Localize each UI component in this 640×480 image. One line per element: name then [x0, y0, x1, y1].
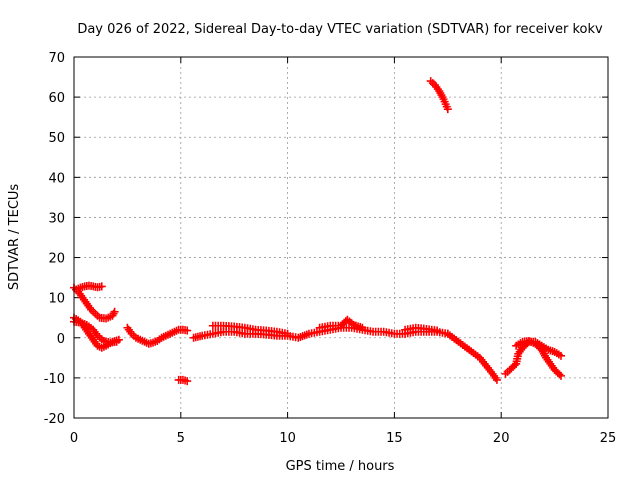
data-point — [443, 105, 452, 114]
series-arc-n — [512, 336, 566, 380]
y-tick-label: 0 — [57, 332, 65, 347]
data-point — [358, 323, 367, 332]
x-tick-label: 15 — [386, 431, 403, 446]
x-tick-label: 20 — [493, 431, 510, 446]
series-arc-j — [401, 323, 442, 335]
y-tick-label: 60 — [48, 91, 65, 106]
x-tick-label: 5 — [177, 431, 185, 446]
series-arc-i — [315, 315, 367, 332]
series-arc-h — [208, 321, 292, 338]
x-axis-label: GPS time / hours — [286, 459, 395, 474]
data-markers — [70, 77, 566, 386]
series-arc-e — [123, 323, 192, 348]
data-point — [557, 371, 566, 380]
y-tick-label: -20 — [44, 412, 65, 427]
y-axis-label: SDTVAR / TECUs — [7, 184, 22, 291]
series-arc-l — [426, 77, 452, 114]
data-point — [183, 326, 192, 335]
x-tick-label: 10 — [279, 431, 296, 446]
series-arc-b — [72, 281, 106, 294]
data-point — [492, 375, 501, 384]
data-point — [510, 361, 519, 370]
data-point — [112, 337, 121, 346]
series-arc-k — [443, 329, 501, 384]
y-tick-label: 20 — [48, 252, 65, 267]
x-tick-label: 0 — [70, 431, 78, 446]
data-point — [97, 282, 106, 291]
y-tick-label: 50 — [48, 131, 65, 146]
chart-title: Day 026 of 2022, Sidereal Day-to-day VTE… — [77, 22, 603, 37]
y-tick-label: 30 — [48, 211, 65, 226]
data-point — [433, 326, 442, 335]
series-arc-f — [174, 375, 192, 386]
data-point — [283, 329, 292, 338]
x-axis-ticks: 0 5 10 15 20 25 — [70, 57, 616, 446]
y-axis-ticks: -20 -10 0 10 20 30 40 50 60 70 — [44, 51, 608, 427]
y-tick-label: 40 — [48, 171, 65, 186]
grid — [74, 57, 608, 418]
plot-frame — [73, 56, 609, 419]
y-tick-label: -10 — [44, 372, 65, 387]
data-point — [555, 370, 564, 379]
x-tick-label: 25 — [600, 431, 617, 446]
data-point — [110, 307, 119, 316]
data-point — [557, 351, 566, 360]
y-tick-label: 10 — [48, 292, 65, 307]
y-tick-label: 70 — [48, 51, 65, 66]
data-point — [183, 377, 192, 386]
